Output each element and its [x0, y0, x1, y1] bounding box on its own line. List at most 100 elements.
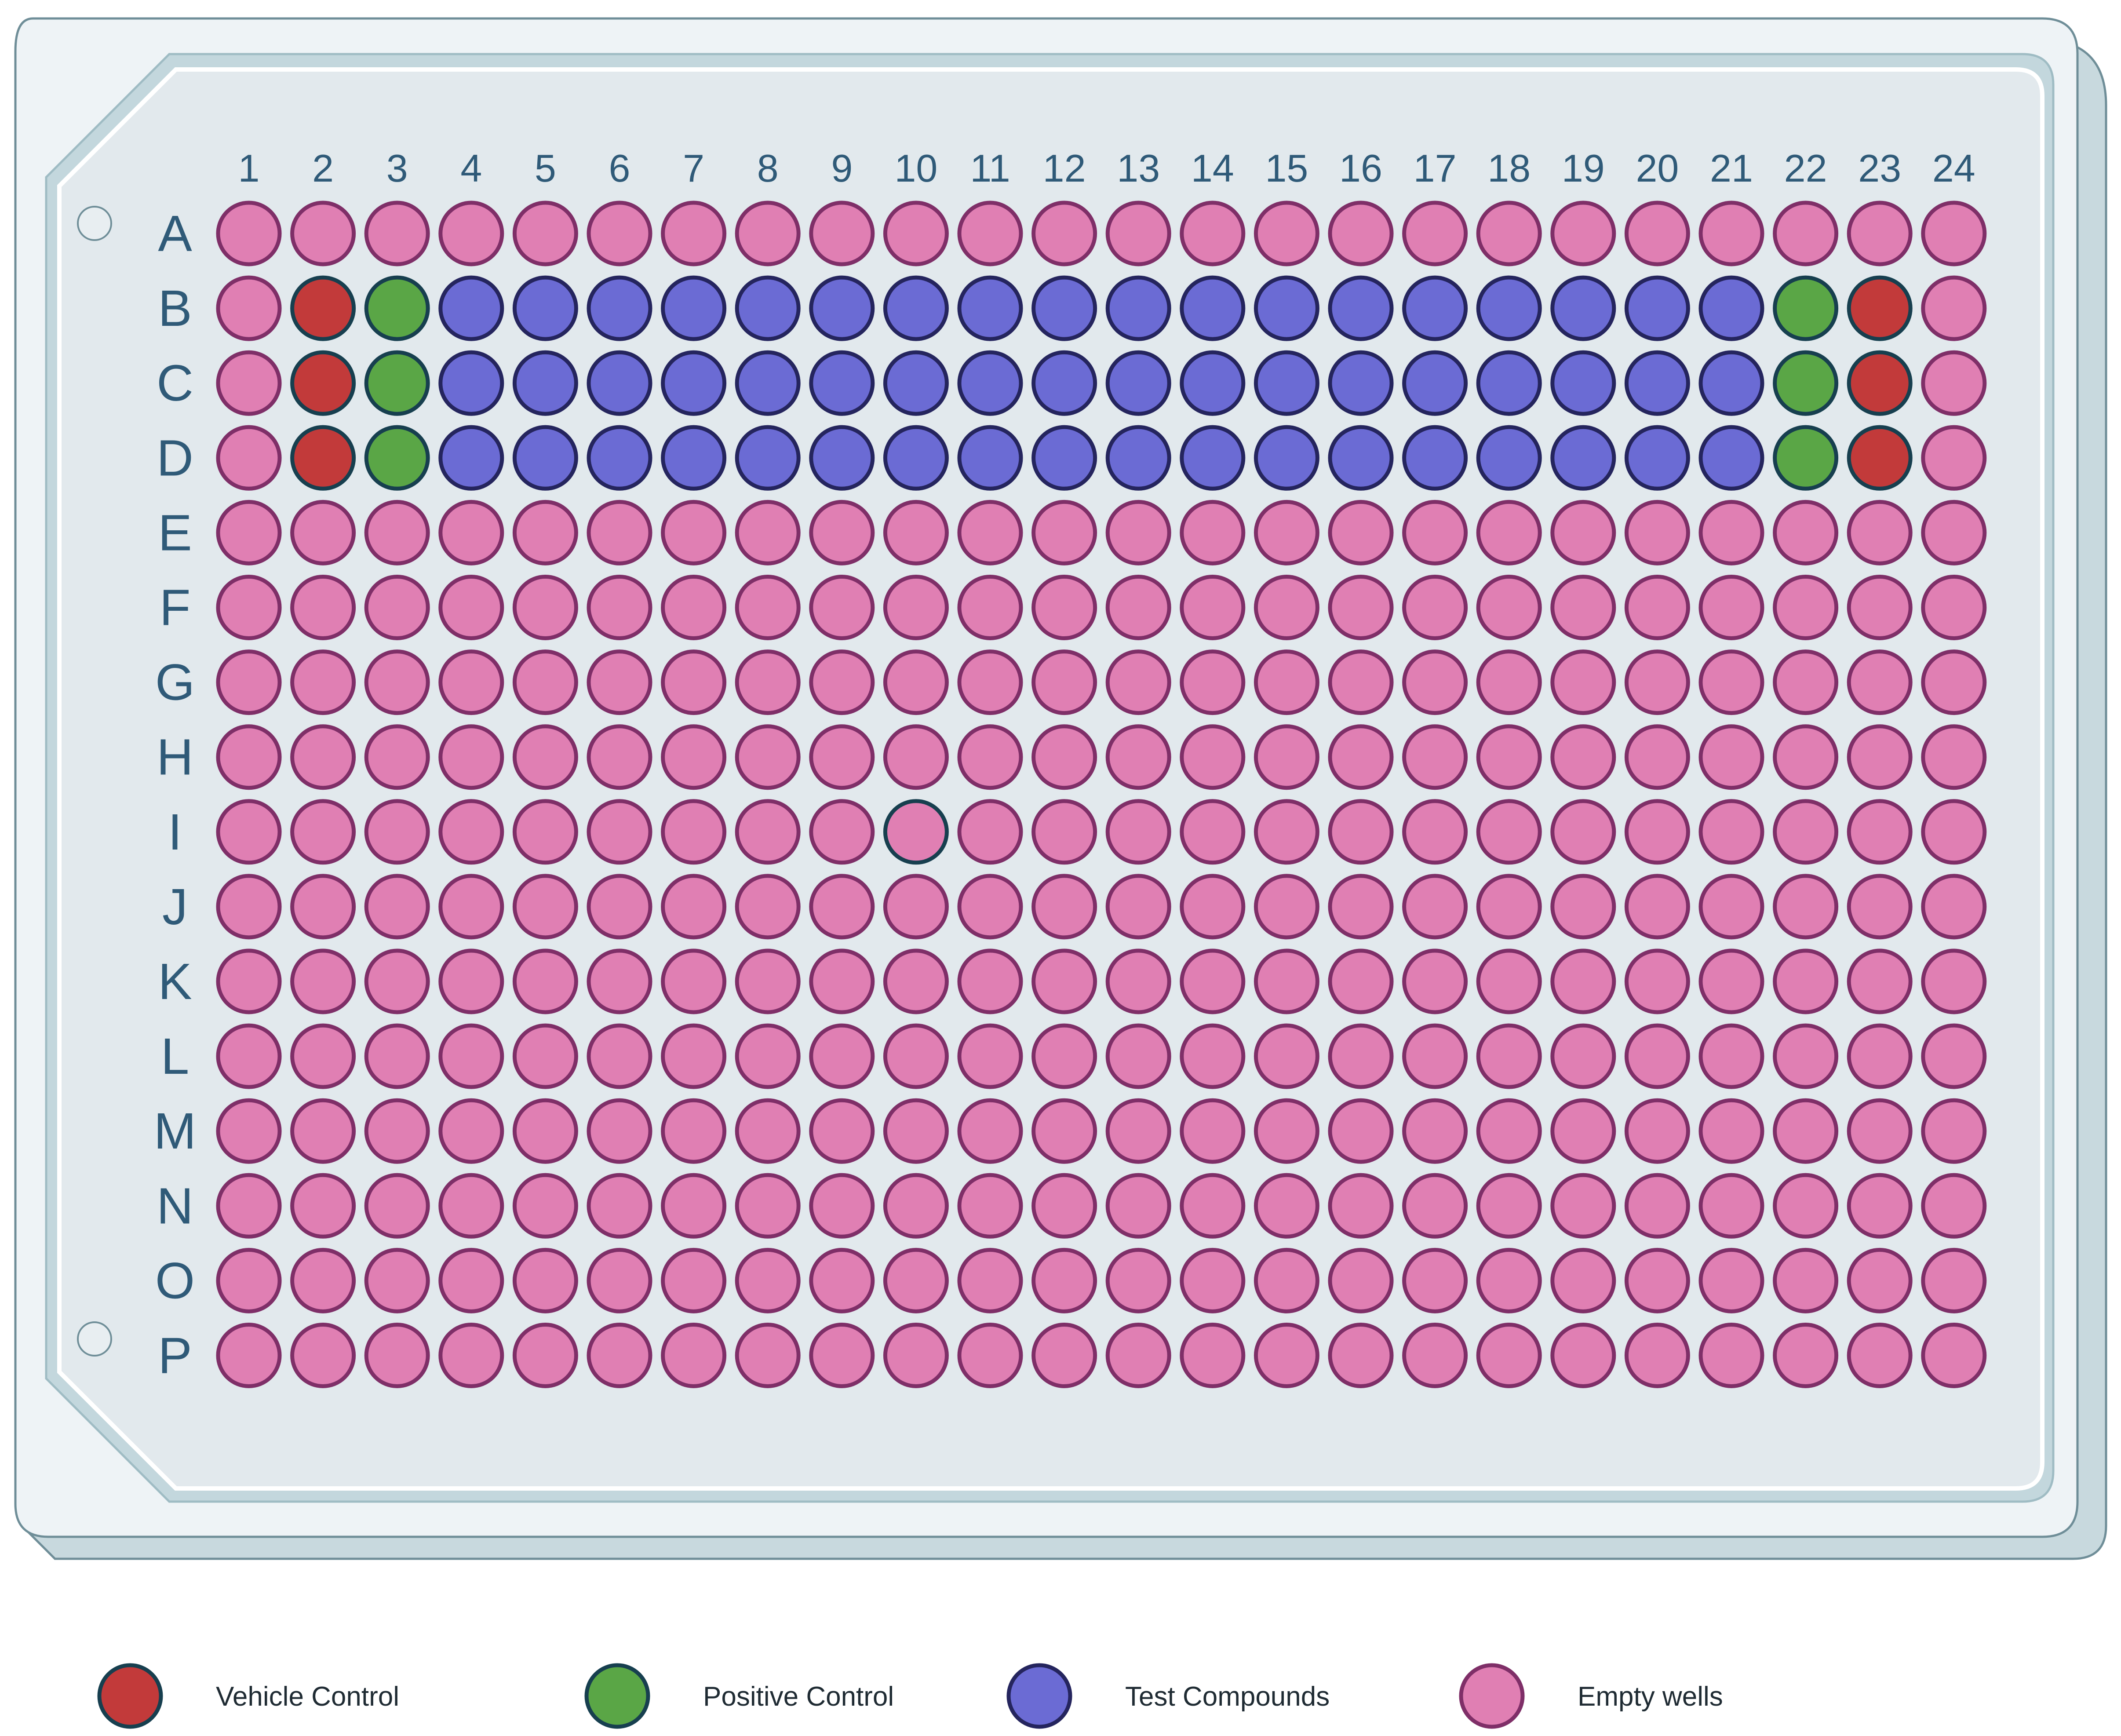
well-N6 [587, 1173, 652, 1239]
column-label-2: 2 [312, 146, 334, 190]
well-P17 [1402, 1323, 1468, 1388]
well-N8 [735, 1173, 801, 1239]
well-D21 [1698, 425, 1764, 491]
well-F12 [1031, 575, 1097, 640]
well-K14 [1180, 948, 1246, 1014]
legend-item-vehicle: Vehicle Control [97, 1663, 399, 1729]
well-O15 [1254, 1247, 1319, 1313]
column-label-1: 1 [238, 146, 260, 190]
well-B16 [1328, 275, 1394, 341]
column-label-4: 4 [460, 146, 482, 190]
well-H7 [661, 724, 727, 790]
well-E22 [1773, 500, 1839, 565]
well-E6 [587, 500, 652, 565]
well-M1 [216, 1098, 282, 1164]
well-I10 [883, 799, 949, 865]
well-H9 [809, 724, 875, 790]
well-N18 [1476, 1173, 1542, 1239]
well-K22 [1773, 948, 1839, 1014]
well-E21 [1698, 500, 1764, 565]
well-B24 [1921, 275, 1987, 341]
well-B19 [1550, 275, 1616, 341]
well-O7 [661, 1247, 727, 1313]
well-E3 [364, 500, 430, 565]
well-K17 [1402, 948, 1468, 1014]
well-F4 [438, 575, 504, 640]
row-label-M: M [154, 1102, 197, 1160]
well-G17 [1402, 649, 1468, 715]
well-C22 [1773, 350, 1839, 416]
well-B11 [957, 275, 1023, 341]
legend-swatch-test [1006, 1663, 1072, 1729]
column-label-15: 15 [1265, 146, 1308, 190]
well-B7 [661, 275, 727, 341]
well-J3 [364, 874, 430, 940]
well-N20 [1624, 1173, 1690, 1239]
well-C18 [1476, 350, 1542, 416]
column-label-3: 3 [386, 146, 408, 190]
well-N13 [1105, 1173, 1171, 1239]
well-B23 [1847, 275, 1913, 341]
well-J18 [1476, 874, 1542, 940]
well-G19 [1550, 649, 1616, 715]
well-O13 [1105, 1247, 1171, 1313]
row-label-E: E [158, 504, 192, 561]
well-K16 [1328, 948, 1394, 1014]
well-D13 [1105, 425, 1171, 491]
well-J6 [587, 874, 652, 940]
column-label-6: 6 [609, 146, 630, 190]
well-H17 [1402, 724, 1468, 790]
row-label-D: D [157, 429, 193, 486]
well-K7 [661, 948, 727, 1014]
well-F8 [735, 575, 801, 640]
well-P19 [1550, 1323, 1616, 1388]
well-M10 [883, 1098, 949, 1164]
well-N16 [1328, 1173, 1394, 1239]
legend-label-vehicle: Vehicle Control [216, 1681, 399, 1712]
well-A17 [1402, 201, 1468, 266]
well-D18 [1476, 425, 1542, 491]
well-I14 [1180, 799, 1246, 865]
well-B8 [735, 275, 801, 341]
column-label-21: 21 [1710, 146, 1753, 190]
well-K5 [512, 948, 578, 1014]
well-B17 [1402, 275, 1468, 341]
column-label-23: 23 [1858, 146, 1901, 190]
well-C15 [1254, 350, 1319, 416]
well-E5 [512, 500, 578, 565]
well-C3 [364, 350, 430, 416]
well-A11 [957, 201, 1023, 266]
well-E10 [883, 500, 949, 565]
well-H22 [1773, 724, 1839, 790]
well-P11 [957, 1323, 1023, 1388]
well-J16 [1328, 874, 1394, 940]
well-P7 [661, 1323, 727, 1388]
well-P21 [1698, 1323, 1764, 1388]
well-E15 [1254, 500, 1319, 565]
well-C2 [290, 350, 356, 416]
well-L18 [1476, 1023, 1542, 1089]
well-B5 [512, 275, 578, 341]
column-label-14: 14 [1191, 146, 1234, 190]
well-O4 [438, 1247, 504, 1313]
column-label-17: 17 [1414, 146, 1457, 190]
well-P18 [1476, 1323, 1542, 1388]
well-N1 [216, 1173, 282, 1239]
well-B2 [290, 275, 356, 341]
well-M13 [1105, 1098, 1171, 1164]
well-M19 [1550, 1098, 1616, 1164]
well-I7 [661, 799, 727, 865]
well-J14 [1180, 874, 1246, 940]
well-K6 [587, 948, 652, 1014]
well-H21 [1698, 724, 1764, 790]
well-L1 [216, 1023, 282, 1089]
row-label-J: J [162, 878, 188, 935]
well-H6 [587, 724, 652, 790]
well-B12 [1031, 275, 1097, 341]
well-E11 [957, 500, 1023, 565]
well-P10 [883, 1323, 949, 1388]
well-F10 [883, 575, 949, 640]
well-P1 [216, 1323, 282, 1388]
well-D6 [587, 425, 652, 491]
well-L22 [1773, 1023, 1839, 1089]
